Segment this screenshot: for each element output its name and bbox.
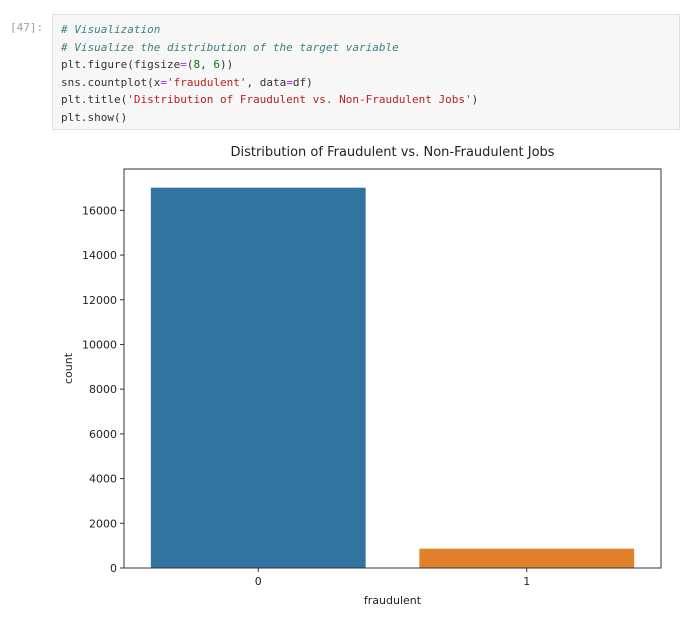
y-tick-label: 14000 [82,249,117,262]
code-line: plt.show() [61,109,679,127]
plot-frame [123,168,662,569]
code-token: ) [471,93,479,106]
code-token: # Visualize the distribution of the targ… [61,40,399,54]
code-token: = [286,75,293,89]
y-tick-label: 4000 [89,473,117,486]
code-token: 'Distribution of Fraudulent vs. Non-Frau… [127,93,472,106]
y-tick-label: 10000 [82,338,117,351]
y-tick-label: 6000 [89,428,117,441]
code-token: 'fraudulent' [166,75,247,89]
x-tick-label: 1 [523,575,530,588]
code-token: plt.figure(figsize [61,58,181,71]
code-line: # Visualize the distribution of the targ… [61,39,679,57]
bar-0 [150,187,366,568]
code-token: plt.title( [61,93,128,106]
y-axis-label: count [62,352,75,384]
code-token: plt.show() [61,110,128,124]
y-tick-label: 0 [110,562,117,575]
code-token: 6 [213,58,220,71]
y-tick-label: 16000 [82,204,117,217]
cell-prompt: [47]: [10,21,44,34]
code-token: df) [292,75,313,89]
cell-output: Distribution of Fraudulent vs. Non-Fraud… [52,134,692,613]
y-tick-label: 12000 [82,294,117,307]
y-tick-label: 2000 [89,517,117,530]
code-token: sns.countplot(x [61,75,161,89]
countplot-chart: Distribution of Fraudulent vs. Non-Fraud… [62,145,662,607]
y-tick-label: 8000 [89,383,117,396]
code-token: = [180,58,187,71]
code-cell-input[interactable]: # Visualization # Visualize the distribut… [52,14,680,130]
code-token: # Visualization [61,23,161,36]
code-line: # Visualization [61,21,679,39]
code-line: plt.figure(figsize=(8, 6)) [61,56,679,74]
chart-title: Distribution of Fraudulent vs. Non-Fraud… [230,145,554,160]
bar-1 [419,548,635,568]
code-line: plt.title('Distribution of Fraudulent vs… [61,91,679,109]
x-axis-label: fraudulent [364,594,422,607]
code-token: , data [246,75,287,89]
x-tick-label: 0 [255,575,262,588]
code-token: )) [219,58,234,71]
code-token: 8 [193,58,201,71]
code-token: = [160,75,167,89]
code-line: sns.countplot(x='fraudulent', data=df) [61,74,679,92]
code-token: ( [186,58,194,71]
code-token: , [200,58,214,71]
